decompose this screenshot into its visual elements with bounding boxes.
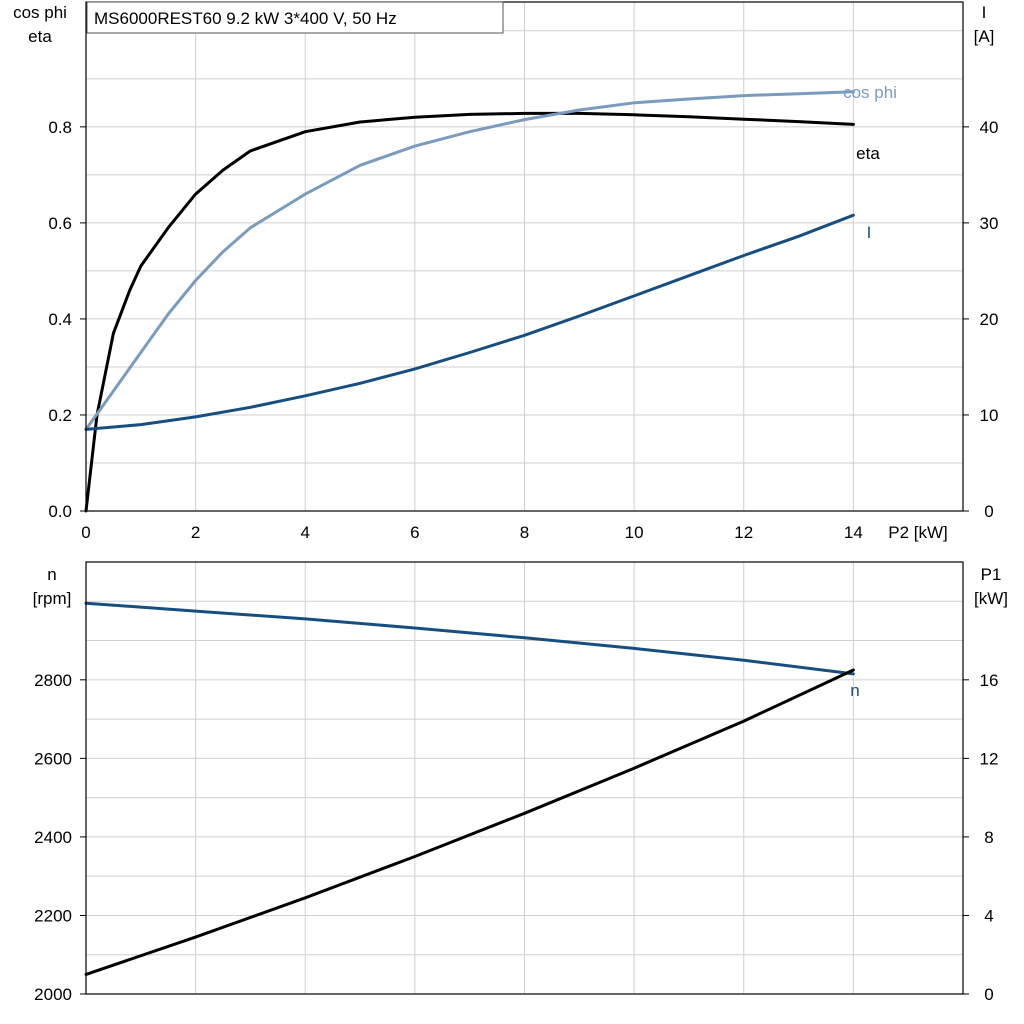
right-axis-label-top-1: I (982, 3, 987, 22)
grid-layer (86, 2, 964, 994)
x-tick-label: 6 (410, 523, 419, 542)
left-tick-label: 2800 (34, 671, 72, 690)
right-tick-label: 20 (980, 310, 999, 329)
series-line-cos-phi (84, 90, 855, 431)
x-tick-label: 14 (844, 523, 863, 542)
x-tick-label: 10 (625, 523, 644, 542)
series-layer (84, 90, 855, 976)
left-tick-label: 2600 (34, 749, 72, 768)
left-tick-label: 0.0 (48, 502, 72, 521)
series-label-cos-phi: cos phi (843, 83, 897, 102)
right-tick-label: 30 (980, 214, 999, 233)
left-axis-label-bottom-2: [rpm] (33, 589, 72, 608)
left-tick-label: 2200 (34, 906, 72, 925)
right-tick-label: 0 (984, 985, 993, 1004)
left-axis-label-top-2: eta (28, 27, 52, 46)
x-axis-label: P2 [kW] (888, 523, 948, 542)
right-axis-label-bottom-2: [kW] (974, 589, 1008, 608)
x-tick-label: 4 (301, 523, 310, 542)
right-axis-label-bottom-1: P1 (981, 565, 1002, 584)
right-tick-label: 10 (980, 406, 999, 425)
series-label-eta: eta (856, 144, 880, 163)
plot-frame (85, 561, 964, 995)
right-tick-label: 12 (980, 749, 999, 768)
x-tick-label: 0 (81, 523, 90, 542)
right-axis-label-top-2: [A] (974, 27, 995, 46)
left-tick-label: 0.4 (48, 310, 72, 329)
right-tick-label: 0 (984, 502, 993, 521)
series-line-p1 (84, 668, 855, 976)
left-tick-label: 2000 (34, 985, 72, 1004)
x-tick-label: 8 (520, 523, 529, 542)
left-tick-label: 2400 (34, 828, 72, 847)
left-axis-label-top-1: cos phi (13, 3, 67, 22)
series-line-eta (84, 111, 855, 513)
series-label-I: I (867, 223, 872, 242)
right-tick-label: 16 (980, 671, 999, 690)
right-tick-label: 8 (984, 828, 993, 847)
right-tick-label: 4 (984, 906, 993, 925)
chart-title: MS6000REST60 9.2 kW 3*400 V, 50 Hz (94, 9, 397, 28)
series-label-n: n (850, 681, 859, 700)
plot-frame (85, 1, 964, 512)
series-line-n (84, 601, 855, 676)
x-tick-label: 12 (734, 523, 753, 542)
series-line-i (84, 213, 855, 431)
title-box (86, 1, 504, 34)
left-tick-label: 0.6 (48, 214, 72, 233)
left-tick-label: 0.8 (48, 118, 72, 137)
x-tick-label: 2 (191, 523, 200, 542)
left-axis-label-bottom-1: n (47, 565, 56, 584)
left-tick-label: 0.2 (48, 406, 72, 425)
right-tick-label: 40 (980, 118, 999, 137)
